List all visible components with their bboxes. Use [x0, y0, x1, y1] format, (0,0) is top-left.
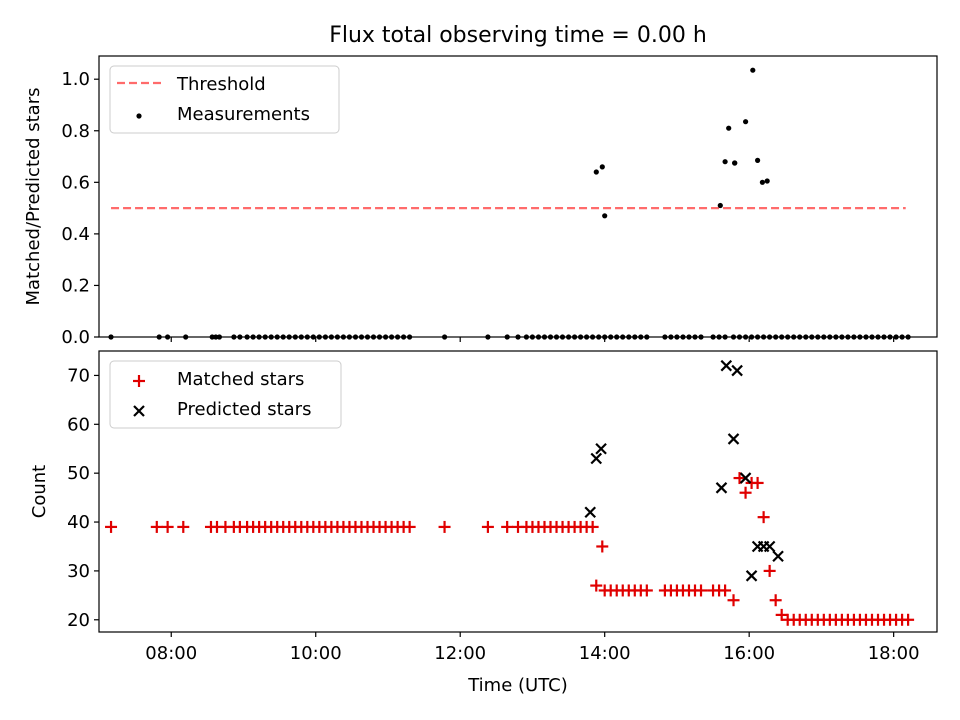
bottom-y-tick-label: 30	[67, 561, 90, 582]
top-axes-frame	[98, 55, 938, 338]
bottom-y-tick-label: 40	[67, 512, 90, 533]
matched-star-point	[481, 520, 494, 533]
predicted-star-point	[763, 540, 776, 553]
threshold-legend-label: Threshold	[176, 74, 266, 95]
predicted-star-point	[584, 506, 597, 519]
matched-star-point	[105, 520, 118, 533]
measurement-point	[732, 160, 738, 166]
predicted-star-point	[590, 452, 603, 465]
predicted-legend-label: Predicted stars	[177, 399, 311, 420]
matched-star-point	[733, 472, 746, 485]
measurement-point	[764, 178, 770, 184]
top-y-axis-label: Matched/Predicted stars	[23, 88, 44, 306]
matched-star-point	[586, 520, 599, 533]
bottom-y-axis-label: Count	[29, 465, 50, 518]
predicted-star-point	[727, 433, 740, 445]
x-tick-label: 16:00	[723, 643, 775, 664]
predicted-legend-marker	[133, 405, 145, 417]
x-tick-label: 18:00	[868, 643, 920, 664]
measurement-point	[599, 164, 605, 170]
matched-star-point	[763, 564, 776, 577]
x-tick-label: 10:00	[290, 643, 342, 664]
matched-star-point	[719, 584, 732, 597]
predicted-star-point	[720, 359, 733, 372]
x-axis-label: Time (UTC)	[467, 675, 568, 696]
bottom-y-tick-label: 70	[67, 365, 90, 386]
measurement-point	[602, 213, 608, 219]
measurement-point	[750, 67, 756, 73]
x-tick-label: 08:00	[145, 643, 197, 664]
matched-star-point	[751, 476, 764, 489]
measurement-point	[717, 202, 723, 209]
matched-star-point	[757, 511, 770, 524]
matched-star-point	[501, 520, 514, 533]
matched-star-point	[150, 520, 163, 533]
top-y-axis-ticks: 0.0 0.2 0.4 0.6 0.8 1.0	[61, 69, 99, 348]
top-x-axis-ticks	[170, 337, 895, 342]
measurement-point	[726, 125, 732, 131]
chart-title: Flux total observing time = 0.00 h	[329, 23, 707, 48]
predicted-star-point	[739, 472, 752, 484]
top-legend: Threshold Measurements	[109, 65, 340, 134]
matched-star-point	[161, 520, 174, 533]
measurement-point	[593, 169, 599, 175]
matched-star-point	[640, 584, 653, 597]
measurements-legend-marker	[136, 113, 142, 119]
matched-legend-label: Matched stars	[177, 369, 304, 390]
matched-legend-marker	[133, 375, 145, 387]
predicted-star-point	[715, 482, 728, 494]
matched-star-point	[902, 613, 915, 626]
predicted-star-point	[595, 442, 607, 455]
top-y-tick-label: 0.0	[61, 327, 90, 348]
matched-star-point	[590, 579, 603, 592]
measurement-point	[743, 119, 749, 125]
matched-star-point	[727, 594, 740, 607]
top-y-tick-label: 1.0	[61, 69, 90, 90]
bottom-legend: Matched stars Predicted stars	[109, 360, 342, 429]
x-tick-label: 14:00	[579, 643, 631, 664]
matched-star-point	[769, 594, 782, 607]
matched-star-point	[775, 608, 788, 621]
bottom-axes-frame	[98, 350, 938, 633]
bottom-x-axis-ticks: 08:00 10:00 12:00 14:00 16:00 18:00	[145, 632, 920, 664]
matched-star-point	[596, 540, 609, 553]
x-tick-label: 12:00	[434, 643, 486, 664]
predicted-star-point	[772, 550, 784, 563]
measurement-point	[759, 179, 766, 185]
matched-star-point	[177, 520, 190, 533]
matched-star-point	[695, 584, 708, 597]
bottom-y-tick-label: 50	[67, 463, 90, 484]
measurement-point	[722, 159, 728, 165]
top-y-tick-label: 0.2	[61, 275, 90, 296]
top-y-tick-label: 0.8	[61, 121, 90, 142]
matched-star-point	[739, 486, 752, 499]
top-legend-box	[109, 65, 340, 134]
top-y-tick-label: 0.4	[61, 224, 90, 245]
bottom-legend-box	[109, 360, 342, 429]
predicted-star-point	[731, 364, 743, 377]
measurement-point	[755, 157, 761, 163]
bottom-panel: 20 30 40 50 60 70 08:00 10:00 12:00 14:00 16:00 18…	[29, 350, 938, 696]
top-y-tick-label: 0.6	[61, 172, 90, 193]
top-panel: 0.0 0.2 0.4 0.6 0.8 1.0 Matched/Predicted sta…	[23, 55, 938, 348]
measurements-legend-label: Measurements	[177, 104, 310, 125]
bottom-y-tick-label: 20	[67, 610, 90, 631]
bottom-plot-marks	[105, 359, 915, 626]
matched-star-point	[438, 520, 451, 533]
bottom-y-tick-label: 60	[67, 414, 90, 435]
predicted-star-point	[745, 570, 758, 582]
matched-star-point	[403, 520, 416, 533]
bottom-y-axis-ticks: 20 30 40 50 60 70	[67, 365, 99, 631]
